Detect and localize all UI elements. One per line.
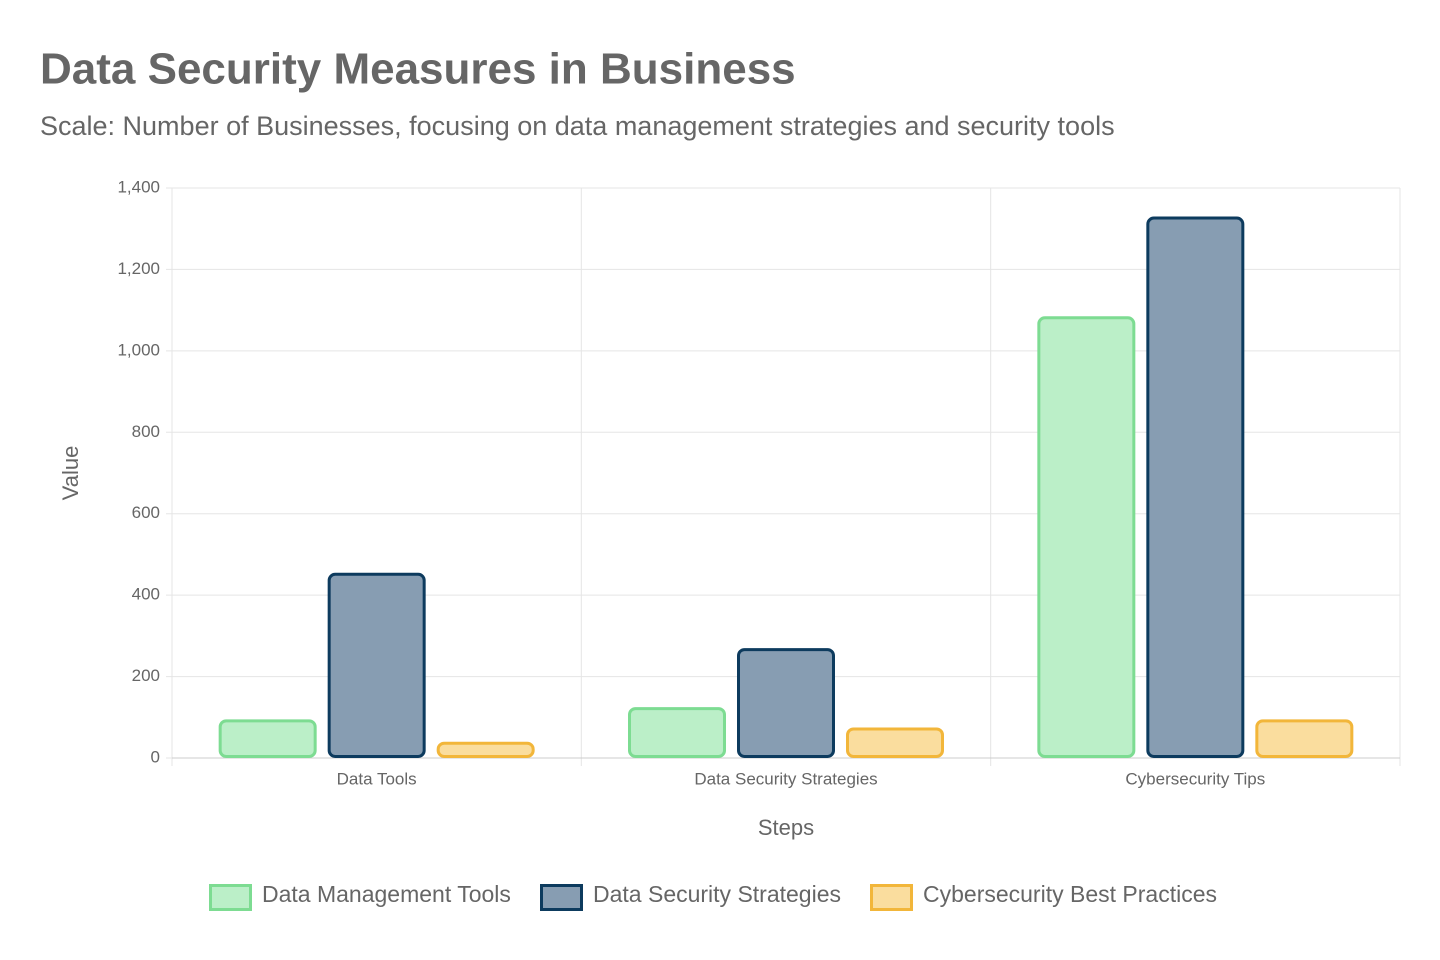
x-axis-title: Steps (758, 815, 814, 840)
legend-swatch (209, 884, 252, 911)
legend-swatch (870, 884, 913, 911)
x-tick-label: Data Security Strategies (694, 769, 877, 788)
y-tick-label: 0 (151, 747, 160, 766)
chart-title: Data Security Measures in Business (40, 45, 796, 94)
y-tick-label: 1,200 (117, 259, 160, 278)
x-tick-label: Cybersecurity Tips (1125, 769, 1265, 788)
bar (1037, 316, 1136, 758)
legend-swatch (540, 884, 583, 911)
legend-label: Data Security Strategies (593, 881, 841, 907)
bar (628, 707, 726, 758)
legend-label: Cybersecurity Best Practices (923, 881, 1217, 907)
x-tick-label: Data Tools (337, 769, 417, 788)
bar (1255, 719, 1354, 758)
chart-subtitle: Scale: Number of Businesses, focusing on… (40, 111, 1115, 141)
bar (737, 648, 835, 758)
y-tick-label: 200 (132, 666, 160, 685)
y-tick-label: 1,400 (117, 177, 160, 196)
legend-label: Data Management Tools (262, 881, 511, 907)
bar (327, 572, 426, 758)
y-tick-label: 800 (132, 422, 160, 441)
y-tick-label: 600 (132, 503, 160, 522)
bar (846, 727, 944, 759)
bar (218, 719, 317, 758)
y-tick-label: 1,000 (117, 340, 160, 359)
y-tick-label: 400 (132, 585, 160, 604)
bar (436, 741, 535, 759)
bar (1146, 216, 1245, 758)
y-axis-title: Value (58, 446, 83, 501)
